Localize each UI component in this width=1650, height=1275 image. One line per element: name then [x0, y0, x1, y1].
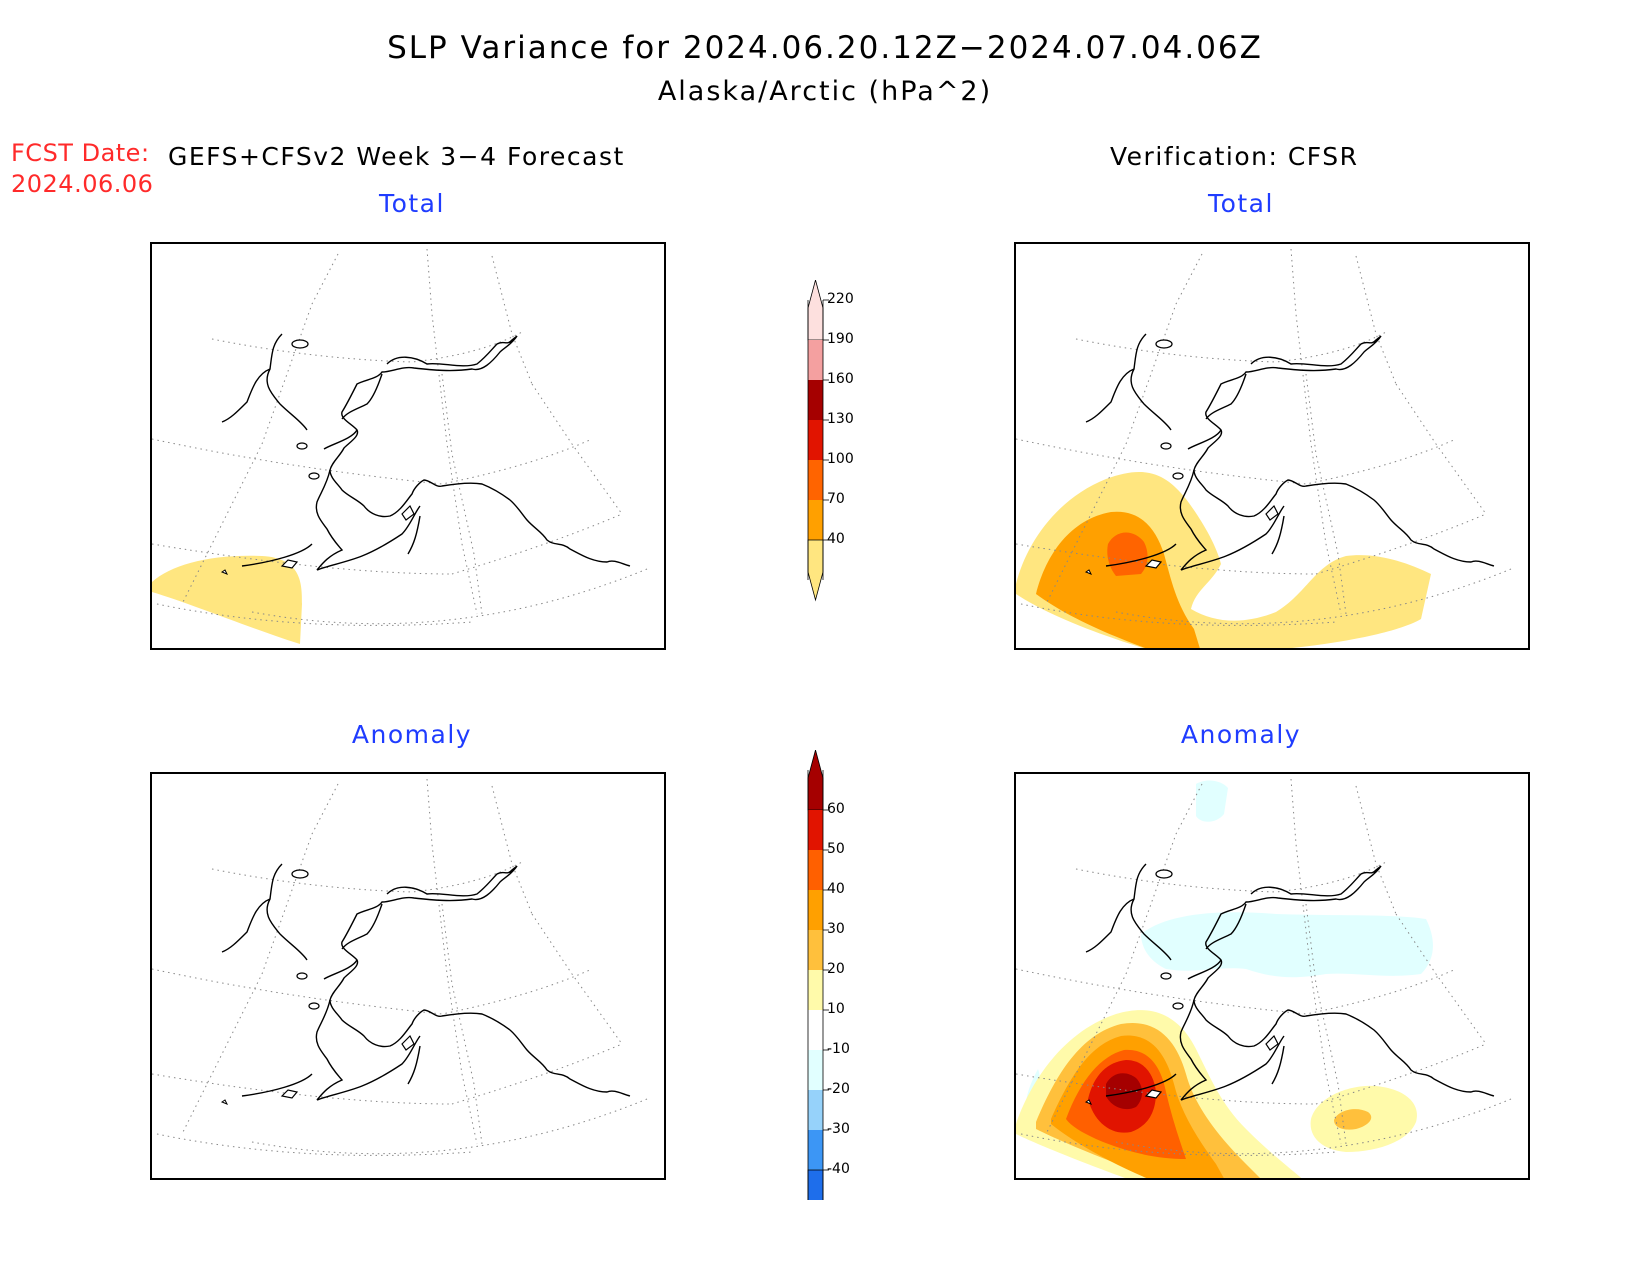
- colorbar-swatch: [808, 1130, 823, 1170]
- verification-anomaly-map: [1014, 772, 1530, 1180]
- colorbar-tick-label: -30: [827, 1121, 850, 1137]
- verification-total-shading: [1016, 471, 1431, 648]
- graticule: [152, 248, 648, 626]
- coastline: [1084, 863, 1495, 1105]
- colorbar-swatch: [808, 420, 823, 460]
- graticule: [1016, 248, 1512, 626]
- colorbar-tick-label: -10: [827, 1041, 850, 1057]
- coastline: [220, 863, 631, 1105]
- colorbar-swatch: [808, 340, 823, 380]
- colorbar-tick-label: 50: [827, 841, 845, 857]
- forecast-total-title: Total: [379, 189, 445, 218]
- graticule: [152, 778, 648, 1156]
- colorbar-tick-label: 160: [827, 371, 854, 387]
- verification-total-title: Total: [1208, 189, 1274, 218]
- figure-subtitle: Alaska/Arctic (hPa^2): [657, 76, 993, 107]
- forecast-total-map: [150, 242, 666, 650]
- colorbar-swatch: [807, 750, 824, 811]
- coastline: [220, 333, 631, 575]
- forecast-date: FCST Date: 2024.06.06: [11, 138, 153, 200]
- coastline: [1084, 333, 1495, 575]
- colorbar-swatch: [808, 460, 823, 500]
- anomaly-colorbar-swatches: [807, 750, 829, 1200]
- colorbar-tick-label: 40: [827, 881, 845, 897]
- colorbar-swatch: [808, 810, 823, 850]
- colorbar-tick-label: 130: [827, 411, 854, 427]
- anomaly-colorbar: [807, 750, 829, 1200]
- forecast-date-value: 2024.06.06: [11, 170, 154, 198]
- forecast-anomaly-map: [150, 772, 666, 1180]
- colorbar-tick-label: 20: [827, 961, 845, 977]
- colorbar-swatch: [808, 500, 823, 540]
- colorbar-swatch: [808, 1090, 823, 1130]
- colorbar-swatch: [808, 930, 823, 970]
- colorbar-tick-label: 220: [827, 291, 854, 307]
- forecast-total-shading: [152, 555, 302, 644]
- colorbar-swatch: [807, 1169, 824, 1200]
- colorbar-swatch: [808, 890, 823, 930]
- colorbar-swatch: [808, 380, 823, 420]
- verification-column-title: Verification: CFSR: [1110, 142, 1359, 171]
- colorbar-swatch: [808, 1010, 823, 1050]
- colorbar-tick-label: 70: [827, 491, 845, 507]
- colorbar-swatch: [807, 539, 824, 602]
- colorbar-tick-label: -20: [827, 1081, 850, 1097]
- total-colorbar: [807, 280, 829, 602]
- figure-title: SLP Variance for 2024.06.20.12Z−2024.07.…: [387, 30, 1263, 66]
- colorbar-tick-label: 100: [827, 451, 854, 467]
- colorbar-tick-label: 190: [827, 331, 854, 347]
- colorbar-tick-label: 10: [827, 1001, 845, 1017]
- colorbar-tick-label: 30: [827, 921, 845, 937]
- colorbar-swatch: [808, 850, 823, 890]
- colorbar-swatch: [808, 1050, 823, 1090]
- forecast-date-label: FCST Date:: [11, 139, 150, 167]
- graticule: [1016, 778, 1512, 1156]
- forecast-column-title: GEFS+CFSv2 Week 3−4 Forecast: [168, 142, 625, 171]
- colorbar-tick-label: -40: [827, 1161, 850, 1177]
- colorbar-tick-label: 40: [827, 531, 845, 547]
- colorbar-swatch: [807, 280, 824, 341]
- verification-total-map: [1014, 242, 1530, 650]
- total-colorbar-swatches: [807, 280, 829, 602]
- verification-anomaly-title: Anomaly: [1180, 720, 1302, 749]
- colorbar-swatch: [808, 970, 823, 1010]
- colorbar-tick-label: 60: [827, 801, 845, 817]
- forecast-anomaly-title: Anomaly: [351, 720, 473, 749]
